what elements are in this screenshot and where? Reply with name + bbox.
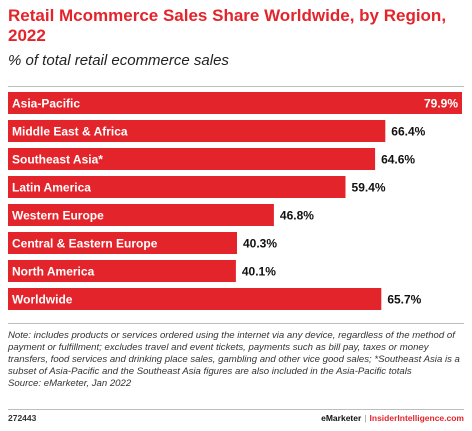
bar [8, 288, 382, 310]
brand-name: eMarketer [321, 413, 362, 423]
bar [8, 176, 346, 198]
bar-value-label: 64.6% [381, 153, 415, 167]
bar-value-label: 46.8% [280, 209, 314, 223]
bar-category-label: Central & Eastern Europe [12, 237, 158, 251]
bar [8, 204, 274, 226]
bar-category-label: Latin America [12, 181, 91, 195]
brand-credit: eMarketer | InsiderIntelligence.com [321, 413, 464, 423]
footer-divider [8, 409, 464, 410]
bar-value-label: 65.7% [387, 293, 421, 307]
chart-title: Retail Mcommerce Sales Share Worldwide, … [8, 6, 447, 45]
bar [8, 92, 462, 114]
chart-notes: Note: includes products or services orde… [8, 330, 464, 390]
bar-category-label: Asia-Pacific [12, 97, 80, 111]
bar [8, 260, 236, 282]
brand-site: InsiderIntelligence.com [369, 413, 464, 423]
bar-value-label: 66.4% [391, 125, 425, 139]
top-divider [8, 86, 464, 87]
chart-subtitle: % of total retail ecommerce sales [8, 52, 229, 69]
bar [8, 120, 386, 142]
bar-category-label: Worldwide [12, 293, 73, 307]
bar-value-label: 40.3% [243, 237, 277, 251]
bar-category-label: Southeast Asia* [12, 153, 103, 167]
bar-chart: Asia-Pacific 79.9% Middle East & Africa 66.… [8, 92, 462, 310]
bar-category-label: Western Europe [12, 209, 104, 223]
bar [8, 148, 376, 170]
chart-source: Source: eMarketer, Jan 2022 [8, 378, 132, 389]
bar-value-label: 59.4% [352, 181, 386, 195]
bar-value-label: 79.9% [424, 97, 458, 111]
bar-category-label: North America [12, 265, 95, 279]
bar [8, 232, 237, 254]
brand-separator: | [364, 413, 367, 423]
bar-category-label: Middle East & Africa [12, 125, 128, 139]
bar-value-label: 40.1% [242, 265, 276, 279]
chart-id: 272443 [8, 413, 37, 423]
chart-note: Note: includes products or services orde… [8, 330, 460, 377]
note-divider [8, 323, 464, 324]
